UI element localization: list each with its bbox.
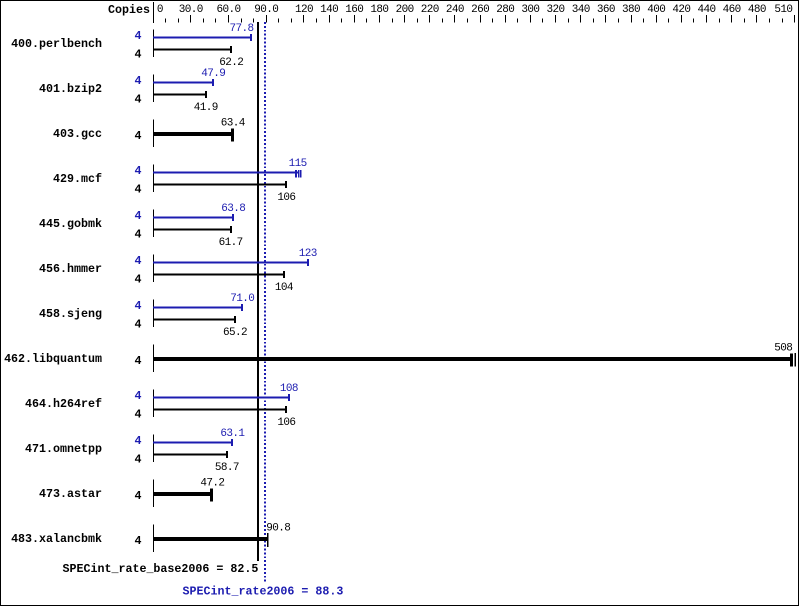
svg-text:508: 508 (774, 342, 792, 354)
svg-text:90.8: 90.8 (266, 522, 290, 534)
svg-text:458.sjeng: 458.sjeng (39, 307, 102, 321)
svg-text:445.gobmk: 445.gobmk (39, 217, 102, 231)
svg-text:4: 4 (135, 254, 142, 268)
svg-text:140: 140 (320, 4, 338, 16)
svg-text:4: 4 (135, 209, 142, 223)
svg-text:90.0: 90.0 (254, 4, 278, 16)
svg-text:63.8: 63.8 (221, 203, 245, 215)
svg-text:4: 4 (135, 92, 142, 106)
svg-text:4: 4 (135, 47, 142, 61)
svg-text:340: 340 (572, 4, 590, 16)
svg-text:4: 4 (135, 164, 142, 178)
svg-text:106: 106 (277, 417, 295, 429)
svg-text:403.gcc: 403.gcc (53, 127, 102, 141)
svg-text:47.2: 47.2 (200, 477, 224, 489)
svg-text:464.h264ref: 464.h264ref (25, 397, 102, 411)
svg-text:480: 480 (748, 4, 766, 16)
svg-text:47.9: 47.9 (201, 68, 225, 80)
svg-text:401.bzip2: 401.bzip2 (39, 82, 102, 96)
svg-text:65.2: 65.2 (223, 327, 247, 339)
svg-text:320: 320 (547, 4, 565, 16)
svg-text:4: 4 (135, 489, 142, 503)
svg-text:400: 400 (647, 4, 665, 16)
svg-text:62.2: 62.2 (219, 57, 243, 69)
svg-text:420: 420 (672, 4, 690, 16)
svg-text:60.0: 60.0 (216, 4, 240, 16)
svg-text:4: 4 (135, 452, 142, 466)
svg-text:240: 240 (446, 4, 464, 16)
svg-text:106: 106 (277, 192, 295, 204)
svg-text:440: 440 (698, 4, 716, 16)
svg-text:104: 104 (275, 282, 294, 294)
svg-text:30.0: 30.0 (179, 4, 203, 16)
svg-text:456.hmmer: 456.hmmer (39, 262, 102, 276)
svg-text:58.7: 58.7 (215, 462, 239, 474)
svg-text:4: 4 (135, 29, 142, 43)
svg-text:115: 115 (289, 158, 307, 170)
svg-text:77.8: 77.8 (229, 23, 253, 35)
svg-text:4: 4 (135, 299, 142, 313)
svg-text:200: 200 (396, 4, 414, 16)
svg-text:Copies: Copies (108, 3, 150, 17)
svg-text:4: 4 (135, 272, 142, 286)
svg-text:220: 220 (421, 4, 439, 16)
svg-text:61.7: 61.7 (219, 237, 243, 249)
svg-text:SPECint_rate2006 = 88.3: SPECint_rate2006 = 88.3 (183, 585, 344, 599)
svg-text:360: 360 (597, 4, 615, 16)
svg-text:510: 510 (774, 4, 792, 16)
svg-text:41.9: 41.9 (194, 102, 218, 114)
svg-text:471.omnetpp: 471.omnetpp (25, 442, 102, 456)
svg-text:4: 4 (135, 354, 142, 368)
svg-text:400.perlbench: 400.perlbench (11, 37, 102, 51)
svg-text:180: 180 (370, 4, 388, 16)
svg-text:63.4: 63.4 (221, 117, 246, 129)
svg-text:4: 4 (135, 389, 142, 403)
svg-text:SPECint_rate_base2006 = 82.5: SPECint_rate_base2006 = 82.5 (63, 562, 259, 576)
svg-text:63.1: 63.1 (220, 428, 245, 440)
svg-text:380: 380 (622, 4, 640, 16)
svg-text:300: 300 (521, 4, 539, 16)
svg-text:123: 123 (299, 248, 317, 260)
svg-text:4: 4 (135, 434, 142, 448)
svg-text:473.astar: 473.astar (39, 487, 102, 501)
svg-text:4: 4 (135, 182, 142, 196)
svg-text:0: 0 (157, 4, 163, 16)
svg-text:429.mcf: 429.mcf (53, 172, 102, 186)
svg-text:4: 4 (135, 129, 142, 143)
svg-text:4: 4 (135, 407, 142, 421)
svg-text:4: 4 (135, 317, 142, 331)
svg-text:120: 120 (295, 4, 313, 16)
svg-text:71.0: 71.0 (230, 293, 254, 305)
svg-text:160: 160 (345, 4, 363, 16)
svg-text:460: 460 (723, 4, 741, 16)
svg-text:108: 108 (280, 383, 298, 395)
svg-text:483.xalancbmk: 483.xalancbmk (11, 532, 102, 546)
svg-text:260: 260 (471, 4, 489, 16)
svg-text:4: 4 (135, 534, 142, 548)
svg-text:462.libquantum: 462.libquantum (4, 352, 102, 366)
svg-text:280: 280 (496, 4, 514, 16)
svg-text:4: 4 (135, 227, 142, 241)
svg-text:4: 4 (135, 74, 142, 88)
